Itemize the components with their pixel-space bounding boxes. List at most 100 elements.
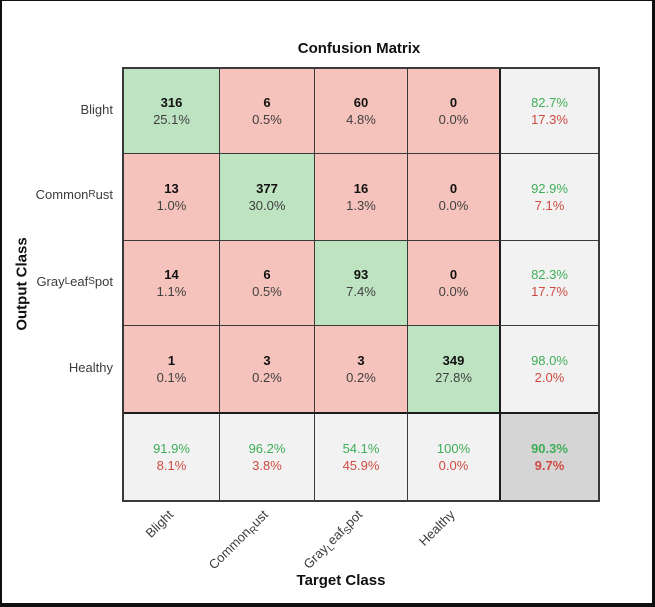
cell-percent: 25.1% [153, 111, 190, 127]
x-tick-Gray_Leaf_Spot: GrayLeafSpot [300, 507, 367, 574]
matrix-cell-Healthy-vs-Gray_Leaf_Spot: 3 0.2% [314, 325, 407, 413]
col-recall-good: 54.1% [342, 441, 380, 457]
class-label-subscript: S [88, 275, 95, 287]
y-tick-Healthy: Healthy [2, 324, 116, 411]
col-recall-good: 91.9% [153, 441, 190, 457]
cell-count: 16 [353, 180, 369, 196]
cell-count: 6 [263, 94, 271, 110]
class-label-text: Blight [142, 507, 177, 541]
cell-count: 316 [160, 94, 183, 110]
x-axis-label: Target Class [296, 572, 386, 589]
matrix-cell-Blight-vs-Common_Rust: 6 0.5% [219, 69, 314, 153]
col-recall-good: 100% [436, 441, 471, 457]
class-label-text: pot [94, 273, 113, 289]
cell-count: 0 [449, 180, 458, 196]
matrix-cell-Healthy-vs-Healthy: 349 27.8% [407, 325, 499, 413]
cell-percent: 0.5% [252, 283, 282, 299]
confusion-grid: 316 25.1% 6 0.5% 60 4.8% 0 0.0% 82.7% 17.3% 13 1.0%… [122, 67, 600, 502]
matrix-cell-Gray_Leaf_Spot-vs-Common_Rust: 6 0.5% [219, 239, 314, 326]
class-label-subscript: R [88, 189, 96, 200]
cell-percent: 1.3% [346, 197, 376, 213]
cell-percent: 4.8% [346, 111, 376, 127]
cell-percent: 1.1% [156, 283, 187, 299]
class-label-text: Healthy [68, 360, 113, 375]
cell-count: 3 [357, 353, 365, 369]
class-label-subscript: L [64, 275, 71, 287]
col-summary-Blight: 91.9% 8.1% [124, 412, 219, 500]
chart-title: Confusion Matrix [297, 40, 421, 57]
x-tick-Blight: Blight [142, 507, 176, 541]
cell-count: 93 [353, 266, 369, 282]
cell-count: 1 [167, 353, 176, 369]
col-recall-bad: 8.1% [156, 458, 187, 474]
cell-count: 13 [164, 180, 179, 196]
cell-count: 377 [256, 180, 278, 196]
col-recall-bad: 3.8% [252, 458, 282, 474]
row-summary-Healthy: 98.0% 2.0% [499, 325, 598, 413]
col-recall-bad: 45.9% [342, 458, 380, 474]
cell-percent: 1.0% [156, 197, 187, 213]
y-tick-Blight: Blight [2, 67, 116, 151]
x-tick-Common_Rust: CommonRust [206, 507, 273, 574]
cell-percent: 0.2% [346, 370, 376, 386]
class-label-text: ust [95, 187, 113, 202]
cell-count: 349 [442, 353, 465, 369]
cell-count: 0 [449, 94, 458, 110]
cell-count: 6 [263, 266, 271, 282]
class-label-text: Gray [36, 273, 65, 289]
cell-count: 60 [353, 94, 369, 110]
overall-accuracy-good: 90.3% [531, 441, 568, 457]
matrix-cell-Common_Rust-vs-Blight: 13 1.0% [124, 152, 219, 240]
row-precision-good: 92.9% [531, 180, 568, 196]
cell-count: 0 [449, 266, 458, 282]
cell-percent: 0.5% [252, 111, 282, 127]
matrix-cell-Blight-vs-Blight: 316 25.1% [124, 69, 219, 153]
row-precision-bad: 2.0% [534, 370, 565, 386]
col-summary-Gray_Leaf_Spot: 54.1% 45.9% [314, 412, 407, 500]
row-precision-good: 98.0% [531, 353, 568, 369]
matrix-cell-Healthy-vs-Blight: 1 0.1% [124, 325, 219, 413]
cell-percent: 0.2% [252, 370, 282, 386]
overall-accuracy-cell: 90.3% 9.7% [499, 412, 598, 500]
cell-count: 14 [164, 266, 179, 282]
col-recall-good: 96.2% [248, 441, 286, 457]
class-label-text: Common [35, 187, 89, 202]
matrix-cell-Common_Rust-vs-Common_Rust: 377 30.0% [219, 152, 314, 240]
class-label-text: Healthy [415, 507, 458, 549]
matrix-cell-Healthy-vs-Common_Rust: 3 0.2% [219, 325, 314, 413]
matrix-cell-Blight-vs-Gray_Leaf_Spot: 60 4.8% [314, 69, 407, 153]
cell-percent: 0.0% [438, 111, 469, 127]
row-summary-Blight: 82.7% 17.3% [499, 69, 598, 153]
col-summary-Healthy: 100% 0.0% [407, 412, 499, 500]
matrix-cell-Gray_Leaf_Spot-vs-Gray_Leaf_Spot: 93 7.4% [314, 239, 407, 326]
x-tick-Healthy: Healthy [416, 507, 458, 549]
overall-accuracy-bad: 9.7% [534, 458, 565, 474]
class-label-text: Blight [80, 101, 113, 117]
row-precision-bad: 17.7% [531, 283, 568, 299]
cell-percent: 0.0% [438, 197, 469, 213]
cell-percent: 30.0% [248, 197, 286, 213]
matrix-cell-Common_Rust-vs-Gray_Leaf_Spot: 16 1.3% [314, 152, 407, 240]
matrix-cell-Gray_Leaf_Spot-vs-Healthy: 0 0.0% [407, 239, 499, 326]
cell-percent: 0.0% [438, 283, 469, 299]
row-precision-bad: 17.3% [531, 111, 568, 127]
row-precision-good: 82.7% [531, 94, 568, 110]
cell-count: 3 [263, 353, 271, 369]
col-summary-Common_Rust: 96.2% 3.8% [219, 412, 314, 500]
cell-percent: 27.8% [435, 370, 472, 386]
row-precision-bad: 7.1% [534, 197, 565, 213]
col-recall-bad: 0.0% [438, 458, 469, 474]
cell-percent: 0.1% [156, 370, 187, 386]
matrix-cell-Common_Rust-vs-Healthy: 0 0.0% [407, 152, 499, 240]
matrix-cell-Gray_Leaf_Spot-vs-Blight: 14 1.1% [124, 239, 219, 326]
row-summary-Gray_Leaf_Spot: 82.3% 17.7% [499, 239, 598, 326]
matrix-cell-Blight-vs-Healthy: 0 0.0% [407, 69, 499, 153]
class-label-text: eaf [70, 273, 89, 289]
class-label-text: Common [205, 524, 254, 573]
row-precision-good: 82.3% [531, 266, 568, 282]
row-summary-Common_Rust: 92.9% 7.1% [499, 152, 598, 240]
cell-percent: 7.4% [346, 283, 376, 299]
